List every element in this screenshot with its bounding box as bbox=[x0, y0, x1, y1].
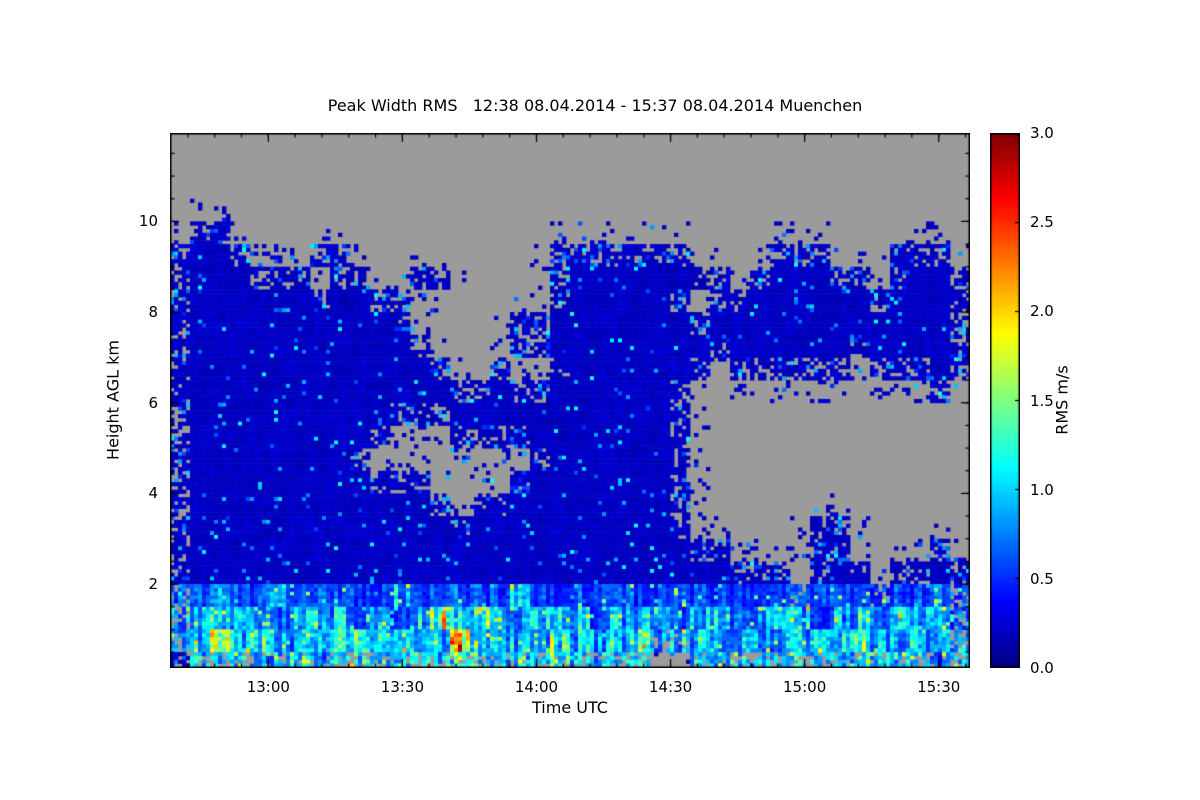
x-tick-label: 14:00 bbox=[514, 678, 559, 696]
colorbar-tick-label: 2.0 bbox=[1030, 302, 1054, 321]
x-axis-label: Time UTC bbox=[532, 698, 608, 717]
x-tick-label: 13:00 bbox=[246, 678, 290, 696]
colorbar-tick-label: 0.5 bbox=[1030, 569, 1054, 588]
colorbar-tick-label: 0.0 bbox=[1030, 659, 1054, 677]
chart-title: Peak Width RMS 12:38 08.04.2014 - 15:37 … bbox=[327, 96, 863, 115]
colorbar-label: RMS m/s bbox=[1052, 365, 1072, 435]
y-tick-label: 8 bbox=[148, 303, 158, 322]
colorbar-tick-label: 1.0 bbox=[1030, 480, 1054, 499]
heatmap-canvas bbox=[170, 133, 970, 668]
colorbar-tick-label: 1.5 bbox=[1030, 391, 1054, 410]
y-tick-label: 6 bbox=[148, 393, 158, 412]
colorbar-tick-label: 2.5 bbox=[1030, 213, 1054, 232]
colorbar-tick-label: 3.0 bbox=[1030, 124, 1054, 142]
y-tick-label: 4 bbox=[148, 484, 158, 503]
y-tick-label: 2 bbox=[148, 575, 158, 594]
x-tick-label: 15:30 bbox=[917, 678, 961, 696]
x-tick-label: 15:00 bbox=[783, 678, 827, 696]
x-tick-label: 13:30 bbox=[380, 678, 425, 696]
x-tick-label: 14:30 bbox=[648, 678, 693, 696]
y-axis-label: Height AGL km bbox=[103, 340, 123, 460]
colorbar-canvas bbox=[990, 133, 1020, 668]
y-tick-label: 10 bbox=[138, 212, 158, 231]
